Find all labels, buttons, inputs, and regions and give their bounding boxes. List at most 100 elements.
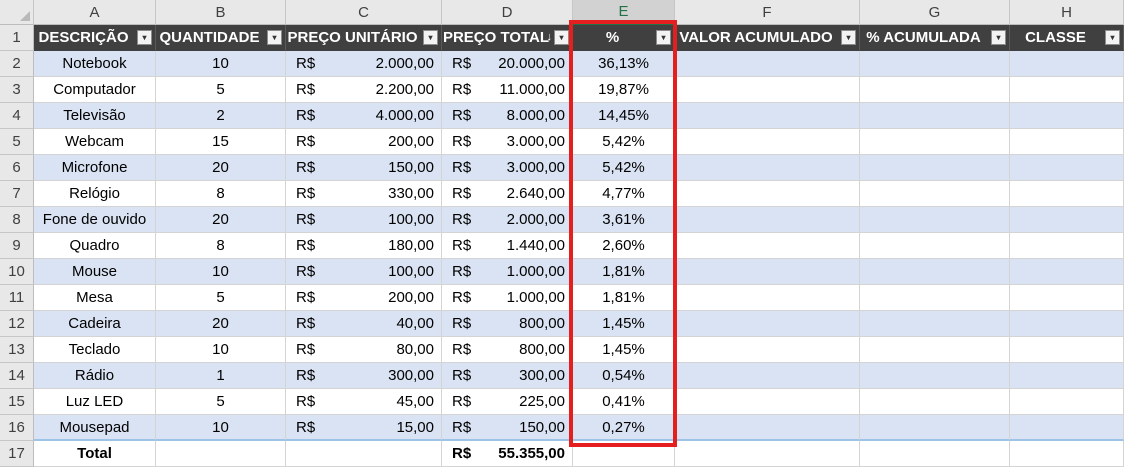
cell-descricao[interactable]: Quadro [34, 233, 156, 259]
cell-descricao[interactable]: Relógio [34, 181, 156, 207]
cell-preco-unitario[interactable]: R$ 100,00 [286, 207, 442, 233]
cell-valor-acumulado[interactable] [675, 155, 860, 181]
row-header[interactable]: 17 [0, 441, 34, 467]
cell-descricao[interactable]: Mesa [34, 285, 156, 311]
cell-percent-acumulada[interactable] [860, 337, 1010, 363]
cell-preco-total[interactable]: R$ 225,00 [442, 389, 573, 415]
row-header[interactable]: 13 [0, 337, 34, 363]
cell-valor-acumulado[interactable] [675, 363, 860, 389]
cell-preco-total[interactable]: R$ 300,00 [442, 363, 573, 389]
column-header-f[interactable]: F [675, 0, 860, 25]
header-descricao[interactable]: DESCRIÇÃO ▾ [34, 25, 156, 51]
column-header-g[interactable]: G [860, 0, 1010, 25]
cell-valor-acumulado[interactable] [675, 311, 860, 337]
cell-valor-acumulado[interactable] [675, 259, 860, 285]
header-percent[interactable]: % ▾ [573, 25, 675, 51]
cell-classe[interactable] [1010, 233, 1124, 259]
cell-preco-unitario[interactable]: R$ 100,00 [286, 259, 442, 285]
cell-descricao[interactable]: Fone de ouvido [34, 207, 156, 233]
cell-quantidade[interactable]: 20 [156, 311, 286, 337]
filter-dropdown-icon[interactable]: ▾ [423, 30, 438, 45]
cell-descricao[interactable]: Cadeira [34, 311, 156, 337]
cell-quantidade[interactable]: 20 [156, 155, 286, 181]
cell-descricao[interactable]: Webcam [34, 129, 156, 155]
cell-valor-acumulado[interactable] [675, 389, 860, 415]
cell-percent[interactable]: 19,87% [573, 77, 675, 103]
cell-percent[interactable]: 0,27% [573, 415, 675, 441]
cell-valor-acumulado[interactable] [675, 77, 860, 103]
cell-quantidade[interactable]: 10 [156, 415, 286, 441]
filter-dropdown-icon[interactable]: ▾ [841, 30, 856, 45]
header-classe[interactable]: CLASSE ▾ [1010, 25, 1124, 51]
filter-dropdown-icon[interactable]: ▾ [991, 30, 1006, 45]
cell-preco-total[interactable]: R$ 3.000,00 [442, 155, 573, 181]
cell-percent-acumulada[interactable] [860, 233, 1010, 259]
header-quantidade[interactable]: QUANTIDADE ▾ [156, 25, 286, 51]
row-header-1[interactable]: 1 [0, 25, 34, 51]
cell-percent[interactable]: 4,77% [573, 181, 675, 207]
cell-descricao[interactable]: Luz LED [34, 389, 156, 415]
cell-preco-total[interactable]: R$ 1.000,00 [442, 285, 573, 311]
cell-empty[interactable] [860, 441, 1010, 467]
row-header[interactable]: 11 [0, 285, 34, 311]
header-percent-acumulada[interactable]: % ACUMULADA ▾ [860, 25, 1010, 51]
cell-preco-unitario[interactable]: R$ 40,00 [286, 311, 442, 337]
filter-dropdown-icon[interactable]: ▾ [267, 30, 282, 45]
header-preco-unitario[interactable]: PREÇO UNITÁRIO ▾ [286, 25, 442, 51]
cell-classe[interactable] [1010, 181, 1124, 207]
cell-percent-acumulada[interactable] [860, 129, 1010, 155]
cell-preco-total[interactable]: R$ 150,00 [442, 415, 573, 441]
filter-dropdown-icon[interactable]: ▾ [656, 30, 671, 45]
cell-percent-acumulada[interactable] [860, 77, 1010, 103]
row-header[interactable]: 16 [0, 415, 34, 441]
cell-percent-acumulada[interactable] [860, 363, 1010, 389]
cell-percent[interactable]: 1,81% [573, 259, 675, 285]
row-header[interactable]: 15 [0, 389, 34, 415]
header-preco-total[interactable]: PREÇO TOTAL ↓ ▾ [442, 25, 573, 51]
cell-valor-acumulado[interactable] [675, 51, 860, 77]
cell-empty[interactable] [573, 441, 675, 467]
cell-classe[interactable] [1010, 389, 1124, 415]
cell-percent-acumulada[interactable] [860, 155, 1010, 181]
cell-preco-total[interactable]: R$ 1.000,00 [442, 259, 573, 285]
cell-quantidade[interactable]: 5 [156, 389, 286, 415]
cell-preco-unitario[interactable]: R$ 150,00 [286, 155, 442, 181]
cell-quantidade[interactable]: 5 [156, 285, 286, 311]
cell-quantidade[interactable]: 8 [156, 233, 286, 259]
cell-quantidade[interactable]: 20 [156, 207, 286, 233]
cell-percent-acumulada[interactable] [860, 51, 1010, 77]
cell-preco-unitario[interactable]: R$ 180,00 [286, 233, 442, 259]
cell-preco-unitario[interactable]: R$ 80,00 [286, 337, 442, 363]
cell-preco-total[interactable]: R$ 3.000,00 [442, 129, 573, 155]
cell-percent[interactable]: 36,13% [573, 51, 675, 77]
cell-classe[interactable] [1010, 337, 1124, 363]
cell-classe[interactable] [1010, 363, 1124, 389]
cell-valor-acumulado[interactable] [675, 181, 860, 207]
cell-quantidade[interactable]: 10 [156, 51, 286, 77]
row-header[interactable]: 7 [0, 181, 34, 207]
column-header-b[interactable]: B [156, 0, 286, 25]
cell-percent[interactable]: 1,45% [573, 311, 675, 337]
row-header[interactable]: 14 [0, 363, 34, 389]
cell-percent-acumulada[interactable] [860, 103, 1010, 129]
cell-preco-unitario[interactable]: R$ 15,00 [286, 415, 442, 441]
select-all-corner[interactable] [0, 0, 34, 25]
cell-valor-acumulado[interactable] [675, 129, 860, 155]
cell-preco-total[interactable]: R$ 8.000,00 [442, 103, 573, 129]
cell-percent[interactable]: 5,42% [573, 155, 675, 181]
row-header[interactable]: 4 [0, 103, 34, 129]
header-valor-acumulado[interactable]: VALOR ACUMULADO ▾ [675, 25, 860, 51]
row-header[interactable]: 10 [0, 259, 34, 285]
cell-empty[interactable] [675, 441, 860, 467]
cell-valor-acumulado[interactable] [675, 415, 860, 441]
cell-descricao[interactable]: Notebook [34, 51, 156, 77]
cell-classe[interactable] [1010, 207, 1124, 233]
cell-percent-acumulada[interactable] [860, 415, 1010, 441]
cell-preco-total[interactable]: R$ 2.640,00 [442, 181, 573, 207]
total-preco-total[interactable]: R$ 55.355,00 [442, 441, 573, 467]
cell-preco-unitario[interactable]: R$ 200,00 [286, 285, 442, 311]
row-header[interactable]: 3 [0, 77, 34, 103]
cell-classe[interactable] [1010, 415, 1124, 441]
cell-empty[interactable] [156, 441, 286, 467]
cell-percent-acumulada[interactable] [860, 311, 1010, 337]
